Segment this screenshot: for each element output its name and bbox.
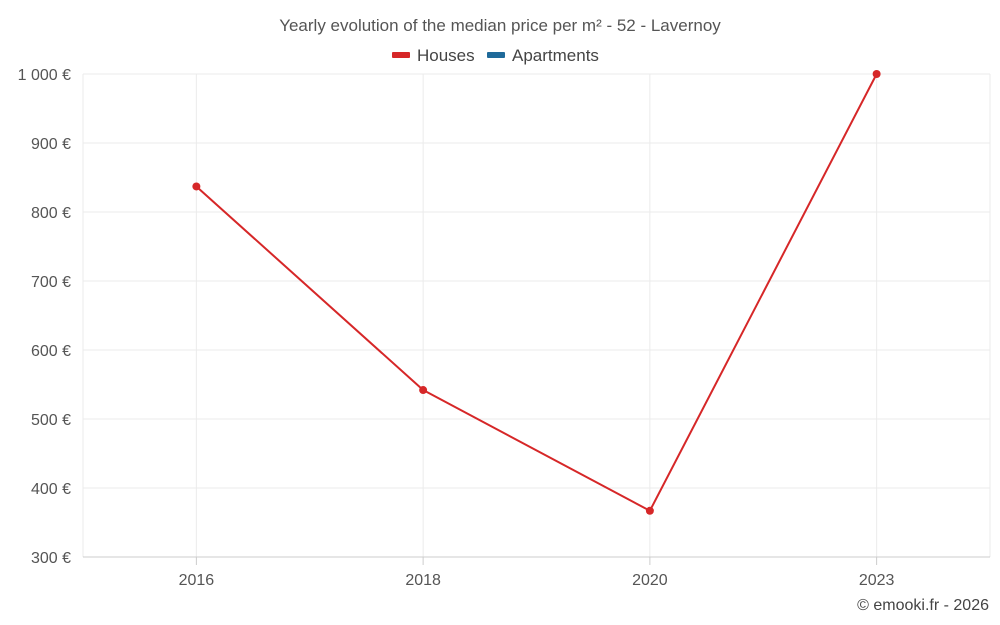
y-tick-label: 900 € [31, 136, 71, 153]
legend-item-apartments[interactable]: Apartments [487, 46, 599, 65]
grid-layer [82, 73, 991, 557]
legend-swatch-houses [392, 52, 410, 58]
data-point-houses[interactable] [419, 386, 428, 395]
y-tick-label: 400 € [31, 481, 71, 498]
y-tick-label: 700 € [31, 274, 71, 291]
legend-swatch-apartments [487, 52, 505, 58]
credit-text: © emooki.fr - 2026 [857, 597, 989, 614]
y-tick-label: 800 € [31, 205, 71, 222]
axis-layer: 300 € 400 € 500 € 600 € 700 € 800 € 900 € 1 000… [18, 67, 990, 589]
series-layer [192, 70, 881, 515]
legend: Houses Apartments [392, 46, 599, 65]
x-tick-label: 2020 [632, 572, 668, 589]
y-tick-label: 1 000 € [18, 67, 71, 84]
x-tick-label: 2023 [859, 572, 895, 589]
data-point-houses[interactable] [872, 70, 881, 78]
legend-item-houses[interactable]: Houses [392, 46, 475, 65]
data-point-houses[interactable] [192, 182, 201, 191]
legend-label-apartments: Apartments [512, 46, 599, 65]
y-tick-label: 600 € [31, 343, 71, 360]
series-line-houses [195, 73, 878, 512]
y-tick-label: 500 € [31, 412, 71, 429]
x-tick-label: 2016 [179, 572, 215, 589]
chart-title: Yearly evolution of the median price per… [279, 16, 721, 35]
data-point-houses[interactable] [645, 506, 654, 515]
legend-label-houses: Houses [417, 46, 475, 65]
x-tick-label: 2018 [405, 572, 441, 589]
y-tick-label: 300 € [31, 550, 71, 567]
